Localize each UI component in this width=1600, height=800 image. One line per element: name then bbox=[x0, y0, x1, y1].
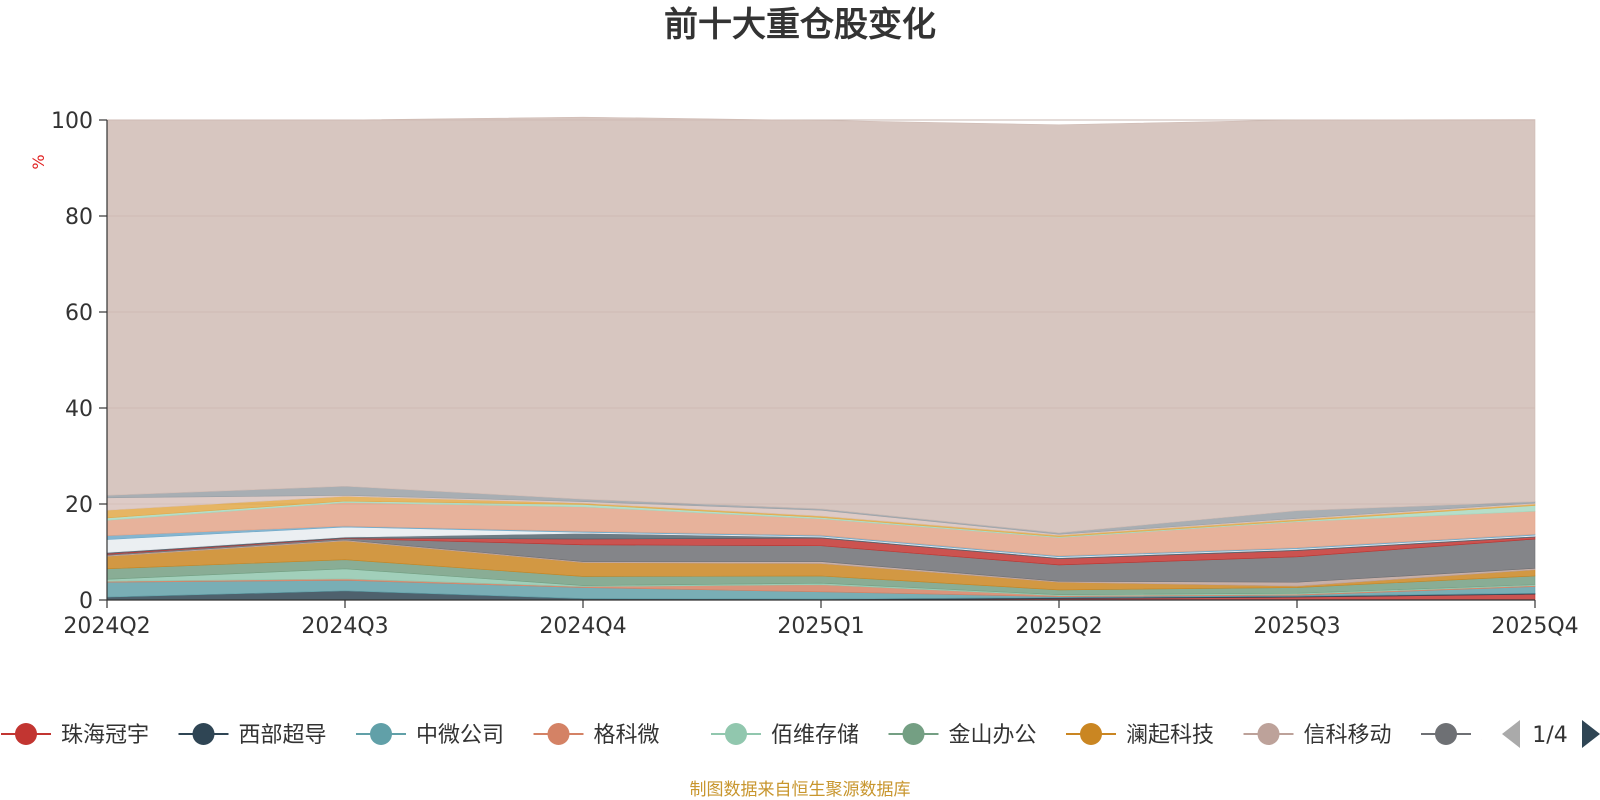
y-tick-label-0: 0 bbox=[79, 589, 93, 614]
data-source-note: 制图数据来自恒生聚源数据库 bbox=[690, 780, 911, 800]
legend-item-1[interactable]: 西部超导 bbox=[178, 723, 327, 748]
legend-label: 澜起科技 bbox=[1126, 723, 1214, 748]
legend-item-2[interactable]: 中微公司 bbox=[356, 723, 504, 748]
legend-marker-icon bbox=[370, 723, 392, 745]
legend-label: 中微公司 bbox=[416, 723, 504, 748]
x-tick-label-1: 2024Q3 bbox=[301, 614, 388, 639]
y-tick-label-4: 80 bbox=[65, 205, 93, 230]
legend-label: 佰维存储 bbox=[771, 723, 859, 748]
x-tick-label-3: 2025Q1 bbox=[777, 614, 864, 639]
legend-marker-icon bbox=[902, 723, 925, 745]
legend-marker-icon bbox=[15, 723, 37, 745]
legend-item-6[interactable]: 澜起科技 bbox=[1066, 723, 1214, 748]
legend-marker-icon bbox=[547, 723, 570, 745]
legend-marker-icon bbox=[1257, 723, 1280, 745]
triangle-left-icon[interactable] bbox=[1502, 720, 1520, 748]
x-tick-label-6: 2025Q4 bbox=[1491, 614, 1578, 639]
legend-marker-icon bbox=[192, 723, 215, 745]
legend-item-8[interactable]: 寒武纪 bbox=[1421, 723, 1547, 748]
legend-label: 珠海冠宇 bbox=[61, 723, 149, 748]
x-tick-label-0: 2024Q2 bbox=[63, 614, 150, 639]
x-tick-label-5: 2025Q3 bbox=[1253, 614, 1340, 639]
legend-item-0[interactable]: 珠海冠宇 bbox=[1, 723, 149, 748]
x-tick-label-2: 2024Q4 bbox=[539, 614, 626, 639]
legend-label: 西部超导 bbox=[239, 723, 327, 748]
legend-page-indicator: 1/4 bbox=[1532, 723, 1567, 748]
legend-label: 金山办公 bbox=[949, 723, 1037, 748]
y-tick-label-2: 40 bbox=[65, 397, 93, 422]
legend-label: 格科微 bbox=[594, 723, 660, 748]
legend-item-3[interactable]: 格科微 bbox=[533, 723, 660, 748]
y-tick-label-1: 20 bbox=[65, 493, 93, 518]
legend-marker-icon bbox=[725, 723, 747, 745]
legend-item-5[interactable]: 金山办公 bbox=[888, 723, 1037, 748]
area-series-18 bbox=[106, 116, 1536, 534]
legend-item-7[interactable]: 信科移动 bbox=[1243, 723, 1392, 748]
y-tick-label-3: 60 bbox=[65, 301, 93, 326]
area-series bbox=[106, 116, 1536, 601]
triangle-right-icon[interactable] bbox=[1582, 720, 1600, 748]
legend-label: 寒武纪 bbox=[1481, 723, 1547, 748]
x-tick-label-4: 2025Q2 bbox=[1015, 614, 1102, 639]
legend: 珠海冠宇 西部超导 中微公司 格科微 佰维存储 金山办公 澜起科技 信科移动 寒武纪 bbox=[1, 723, 1547, 748]
legend-marker-icon bbox=[1080, 723, 1102, 745]
chart-title: 前十大重仓股变化 bbox=[664, 5, 936, 45]
legend-marker-icon bbox=[1435, 723, 1457, 745]
legend-item-4[interactable]: 佰维存储 bbox=[711, 723, 859, 748]
legend-pager: 1/4 bbox=[1502, 720, 1600, 748]
y-axis-ticks: 0 20 40 60 80 100 bbox=[51, 109, 107, 614]
x-axis-ticks: 2024Q2 2024Q3 2024Q4 2025Q1 2025Q2 2025Q3 2025… bbox=[63, 600, 1579, 639]
legend-label: 信科移动 bbox=[1304, 723, 1392, 748]
y-tick-label-5: 100 bbox=[51, 109, 93, 134]
y-axis-unit: % bbox=[29, 154, 48, 169]
